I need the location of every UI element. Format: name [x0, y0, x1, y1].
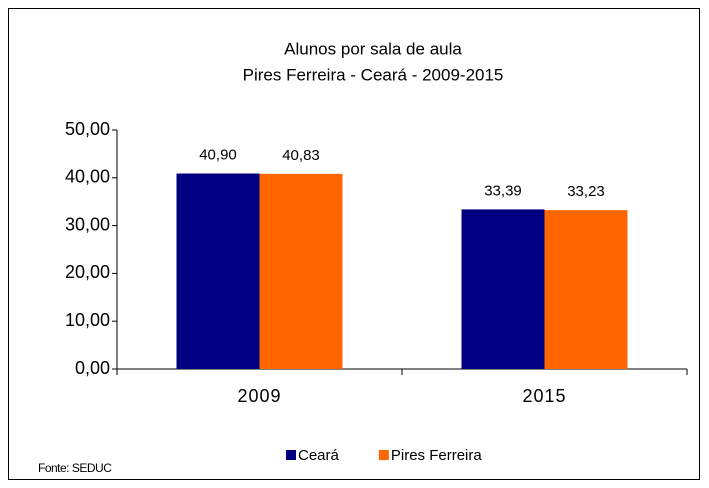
- y-tick-label: 30,00: [65, 214, 110, 234]
- x-tick-label: 2009: [237, 386, 281, 406]
- legend-label: Ceará: [298, 447, 340, 464]
- legend-swatch: [286, 450, 296, 460]
- y-tick-label: 0,00: [75, 358, 110, 378]
- chart-title: Alunos por sala de aula: [284, 39, 462, 58]
- value-label: 40,83: [282, 147, 320, 164]
- y-tick-label: 50,00: [65, 119, 110, 139]
- bar: [259, 173, 343, 369]
- value-label: 33,39: [484, 182, 522, 199]
- y-tick-label: 20,00: [65, 262, 110, 282]
- x-tick-label: 2015: [522, 386, 566, 406]
- legend-swatch: [378, 450, 389, 460]
- value-label: 40,90: [199, 146, 237, 163]
- bar: [461, 209, 545, 369]
- source-note: Fonte: SEDUC: [38, 461, 112, 475]
- bar: [544, 210, 628, 369]
- y-tick-label: 10,00: [65, 310, 110, 330]
- bar: [176, 173, 260, 369]
- legend-label: Pires Ferreira: [391, 447, 483, 464]
- y-tick-label: 40,00: [65, 167, 110, 187]
- value-label: 33,23: [567, 183, 605, 200]
- chart-subtitle: Pires Ferreira - Ceará - 2009-2015: [243, 65, 504, 84]
